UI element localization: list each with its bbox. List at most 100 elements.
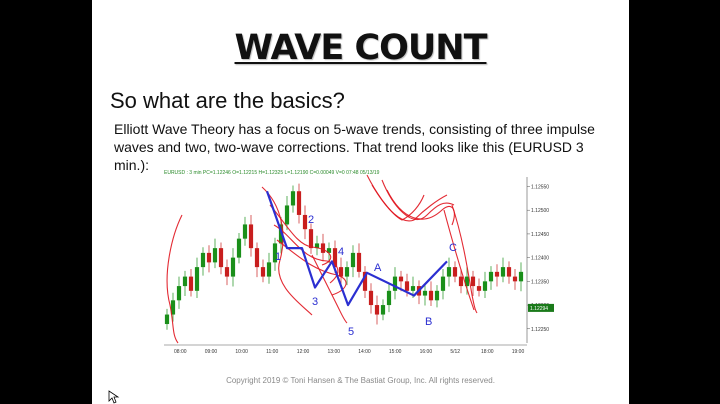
x-tick-label: 11:00 [266, 349, 278, 355]
wave-label-5: 5 [348, 326, 354, 338]
pen-cursor-icon [108, 390, 120, 404]
candle-body [404, 281, 410, 291]
left-black-margin [0, 0, 92, 404]
x-tick-label: 10:00 [235, 349, 248, 355]
y-tick-label: 1.12400 [531, 256, 549, 262]
x-tick-label: 16:00 [420, 349, 433, 355]
candle-body [434, 290, 440, 301]
candle-body [188, 276, 194, 291]
price-chart: EURUSD : 3 min PC=1.12246 O=1.12215 H=1.… [162, 165, 564, 360]
candle-body [230, 257, 236, 277]
candle-body [320, 243, 326, 253]
candle-body [380, 305, 386, 315]
candle-body [374, 305, 380, 315]
chart-svg: EURUSD : 3 min PC=1.12246 O=1.12215 H=1.… [164, 170, 554, 355]
candle-body [314, 243, 320, 249]
x-tick-label: 13:00 [328, 349, 341, 355]
candle-body [500, 267, 506, 277]
wave-label-1: 1 [275, 251, 281, 263]
hand-drawn-annotation [371, 184, 448, 222]
slide-body-text: Elliott Wave Theory has a focus on 5-wav… [114, 121, 595, 173]
candle-body [476, 286, 482, 291]
candle-body [206, 252, 212, 263]
candle-body [458, 276, 464, 287]
candle-body [272, 243, 278, 263]
axes-layer: 1.125501.125001.124501.124001.123501.123… [164, 177, 554, 355]
candle-body [182, 276, 188, 287]
x-tick-label: 14:00 [358, 349, 371, 355]
copyright-footer: Copyright 2019 © Toni Hansen & The Basti… [226, 376, 495, 385]
y-tick-label: 1.12250 [531, 327, 549, 333]
wave-label-3: 3 [312, 296, 318, 308]
hand-drawn-annotation [451, 204, 478, 314]
y-tick-label: 1.12450 [531, 232, 549, 238]
slide: WAVE COUNT So what are the basics? Ellio… [92, 0, 629, 404]
hand-drawn-annotation [366, 174, 425, 221]
candle-body [236, 238, 242, 258]
wave-label-b: B [425, 316, 432, 328]
wave-label-2: 2 [308, 214, 314, 226]
x-tick-label: 19:00 [512, 349, 525, 355]
candle-body [452, 267, 458, 277]
candle-body [464, 276, 470, 287]
candle-body [440, 276, 446, 291]
candle-body [248, 224, 254, 249]
last-price-label: 1.12294 [530, 306, 548, 312]
candle-body [518, 271, 524, 282]
slide-title: WAVE COUNT [234, 28, 488, 68]
hand-drawn-annotation [261, 186, 313, 316]
candle-body [224, 267, 230, 277]
candle-body [308, 229, 314, 249]
hand-drawn-annotation [311, 254, 348, 324]
hand-drawn-annotation [269, 204, 332, 266]
candle-body [446, 267, 452, 277]
x-tick-label: 18:00 [481, 349, 494, 355]
candle-body [284, 205, 290, 225]
candle-body [302, 214, 308, 230]
wave-layer: 1 2 3 4 5 A B C [265, 190, 457, 338]
candle-body [506, 267, 512, 277]
candle-body [296, 191, 302, 215]
wave-label-4: 4 [338, 246, 344, 258]
candle-body [290, 191, 296, 206]
candle-body [512, 276, 518, 282]
candle-body [494, 271, 500, 277]
candle-body [470, 276, 476, 287]
wave-label-a: A [374, 262, 382, 274]
candle-body [218, 248, 224, 268]
candle-body [344, 267, 350, 277]
candle-body [170, 300, 176, 315]
candle-body [356, 252, 362, 272]
candle-body [194, 267, 200, 291]
candle-body [176, 286, 182, 301]
candle-body [362, 271, 368, 291]
candle-body [164, 314, 170, 325]
hand-drawn-annotation [166, 214, 183, 344]
candle-body [350, 252, 356, 268]
hand-drawn-annotation [273, 224, 339, 284]
candle-body [398, 276, 404, 282]
right-black-margin [629, 0, 720, 404]
y-tick-label: 1.12550 [531, 184, 549, 190]
candle-body [338, 267, 344, 277]
x-tick-label: 5/12 [450, 349, 460, 355]
candle-body [326, 248, 332, 253]
wave-label-c: C [449, 242, 457, 254]
candle-body [368, 290, 374, 306]
x-tick-label: 08:00 [174, 349, 187, 355]
x-tick-label: 09:00 [205, 349, 218, 355]
x-tick-label: 12:00 [297, 349, 310, 355]
hand-drawn-annotation [443, 209, 475, 311]
x-tick-label: 15:00 [389, 349, 402, 355]
candle-body [410, 286, 416, 291]
candle-body [260, 267, 266, 277]
candle-body [242, 224, 248, 239]
slide-subtitle: So what are the basics? [110, 88, 345, 113]
y-tick-label: 1.12350 [531, 279, 549, 285]
candle-body [332, 248, 338, 268]
candle-body [254, 248, 260, 268]
candle-body [200, 252, 206, 268]
candle-body [482, 281, 488, 291]
candle-body [422, 290, 428, 296]
chart-header: EURUSD : 3 min PC=1.12246 O=1.12215 H=1.… [164, 170, 380, 176]
